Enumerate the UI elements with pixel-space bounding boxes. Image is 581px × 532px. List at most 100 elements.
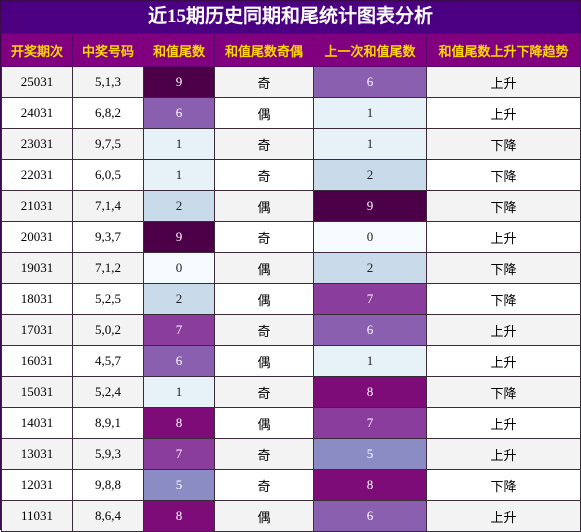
cell-parity: 偶 [214, 283, 314, 315]
table-row: 22031 6,0,5 1 奇 2 下降 [1, 159, 581, 191]
cell-prev-tail: 7 [313, 407, 427, 439]
cell-trend: 上升 [426, 500, 581, 532]
cell-sum-tail: 2 [143, 190, 215, 222]
cell-period: 25031 [1, 66, 73, 98]
cell-prev-tail: 8 [313, 469, 427, 501]
cell-parity: 奇 [214, 438, 314, 470]
cell-trend: 下降 [426, 190, 581, 222]
cell-parity: 奇 [214, 66, 314, 98]
page-title: 近15期历史同期和尾统计图表分析 [1, 1, 580, 33]
table-row: 11031 8,6,4 8 偶 6 上升 [1, 500, 581, 532]
cell-period: 20031 [1, 221, 73, 253]
cell-sum-tail: 2 [143, 283, 215, 315]
cell-period: 12031 [1, 469, 73, 501]
cell-numbers: 5,9,3 [72, 438, 144, 470]
cell-trend: 下降 [426, 469, 581, 501]
table-row: 16031 4,5,7 6 偶 1 上升 [1, 345, 581, 377]
table-row: 21031 7,1,4 2 偶 9 下降 [1, 190, 581, 222]
header-prev-tail: 上一次和值尾数 [313, 33, 427, 67]
cell-trend: 上升 [426, 345, 581, 377]
cell-sum-tail: 7 [143, 438, 215, 470]
cell-numbers: 8,9,1 [72, 407, 144, 439]
cell-sum-tail: 1 [143, 376, 215, 408]
cell-period: 22031 [1, 159, 73, 191]
cell-sum-tail: 1 [143, 159, 215, 191]
table-body: 25031 5,1,3 9 奇 6 上升 24031 6,8,2 6 偶 1 上升 23031 9,7,5… [1, 66, 581, 532]
header-row: 开奖期次 中奖号码 和值尾数 和值尾数奇偶 上一次和值尾数 和值尾数上升下降趋势 [1, 33, 581, 67]
cell-prev-tail: 0 [313, 221, 427, 253]
table-row: 15031 5,2,4 1 奇 8 下降 [1, 376, 581, 408]
cell-trend: 上升 [426, 314, 581, 346]
cell-trend: 上升 [426, 97, 581, 129]
cell-numbers: 9,7,5 [72, 128, 144, 160]
cell-numbers: 6,0,5 [72, 159, 144, 191]
table-row: 17031 5,0,2 7 奇 6 上升 [1, 314, 581, 346]
cell-numbers: 9,3,7 [72, 221, 144, 253]
cell-parity: 奇 [214, 376, 314, 408]
cell-prev-tail: 6 [313, 500, 427, 532]
cell-prev-tail: 6 [313, 314, 427, 346]
cell-trend: 下降 [426, 159, 581, 191]
header-parity: 和值尾数奇偶 [214, 33, 314, 67]
cell-prev-tail: 1 [313, 345, 427, 377]
cell-numbers: 6,8,2 [72, 97, 144, 129]
cell-parity: 偶 [214, 407, 314, 439]
cell-period: 24031 [1, 97, 73, 129]
table-row: 24031 6,8,2 6 偶 1 上升 [1, 97, 581, 129]
cell-prev-tail: 2 [313, 252, 427, 284]
header-trend: 和值尾数上升下降趋势 [426, 33, 581, 67]
cell-numbers: 5,2,5 [72, 283, 144, 315]
cell-prev-tail: 9 [313, 190, 427, 222]
header-numbers: 中奖号码 [72, 33, 144, 67]
cell-period: 18031 [1, 283, 73, 315]
cell-sum-tail: 5 [143, 469, 215, 501]
table-row: 14031 8,9,1 8 偶 7 上升 [1, 407, 581, 439]
cell-parity: 偶 [214, 345, 314, 377]
table-row: 13031 5,9,3 7 奇 5 上升 [1, 438, 581, 470]
cell-prev-tail: 5 [313, 438, 427, 470]
table-row: 12031 9,8,8 5 奇 8 下降 [1, 469, 581, 501]
cell-prev-tail: 2 [313, 159, 427, 191]
cell-numbers: 5,2,4 [72, 376, 144, 408]
cell-trend: 上升 [426, 438, 581, 470]
cell-sum-tail: 1 [143, 128, 215, 160]
cell-period: 23031 [1, 128, 73, 160]
cell-period: 21031 [1, 190, 73, 222]
cell-period: 19031 [1, 252, 73, 284]
cell-period: 14031 [1, 407, 73, 439]
cell-prev-tail: 8 [313, 376, 427, 408]
cell-period: 17031 [1, 314, 73, 346]
cell-sum-tail: 0 [143, 252, 215, 284]
cell-parity: 偶 [214, 97, 314, 129]
cell-prev-tail: 7 [313, 283, 427, 315]
cell-period: 13031 [1, 438, 73, 470]
cell-period: 16031 [1, 345, 73, 377]
table-row: 25031 5,1,3 9 奇 6 上升 [1, 66, 581, 98]
cell-period: 11031 [1, 500, 73, 532]
table-row: 19031 7,1,2 0 偶 2 下降 [1, 252, 581, 284]
cell-sum-tail: 9 [143, 66, 215, 98]
table-row: 23031 9,7,5 1 奇 1 下降 [1, 128, 581, 160]
cell-numbers: 5,0,2 [72, 314, 144, 346]
cell-numbers: 7,1,2 [72, 252, 144, 284]
cell-sum-tail: 9 [143, 221, 215, 253]
header-period: 开奖期次 [1, 33, 73, 67]
cell-trend: 上升 [426, 221, 581, 253]
cell-parity: 偶 [214, 500, 314, 532]
table-row: 20031 9,3,7 9 奇 0 上升 [1, 221, 581, 253]
cell-numbers: 4,5,7 [72, 345, 144, 377]
cell-parity: 奇 [214, 159, 314, 191]
cell-numbers: 8,6,4 [72, 500, 144, 532]
cell-trend: 下降 [426, 283, 581, 315]
cell-sum-tail: 8 [143, 407, 215, 439]
cell-prev-tail: 6 [313, 66, 427, 98]
cell-sum-tail: 6 [143, 345, 215, 377]
cell-trend: 上升 [426, 66, 581, 98]
cell-trend: 下降 [426, 376, 581, 408]
header-sum-tail: 和值尾数 [143, 33, 215, 67]
cell-sum-tail: 7 [143, 314, 215, 346]
cell-parity: 奇 [214, 221, 314, 253]
cell-parity: 偶 [214, 252, 314, 284]
cell-period: 15031 [1, 376, 73, 408]
